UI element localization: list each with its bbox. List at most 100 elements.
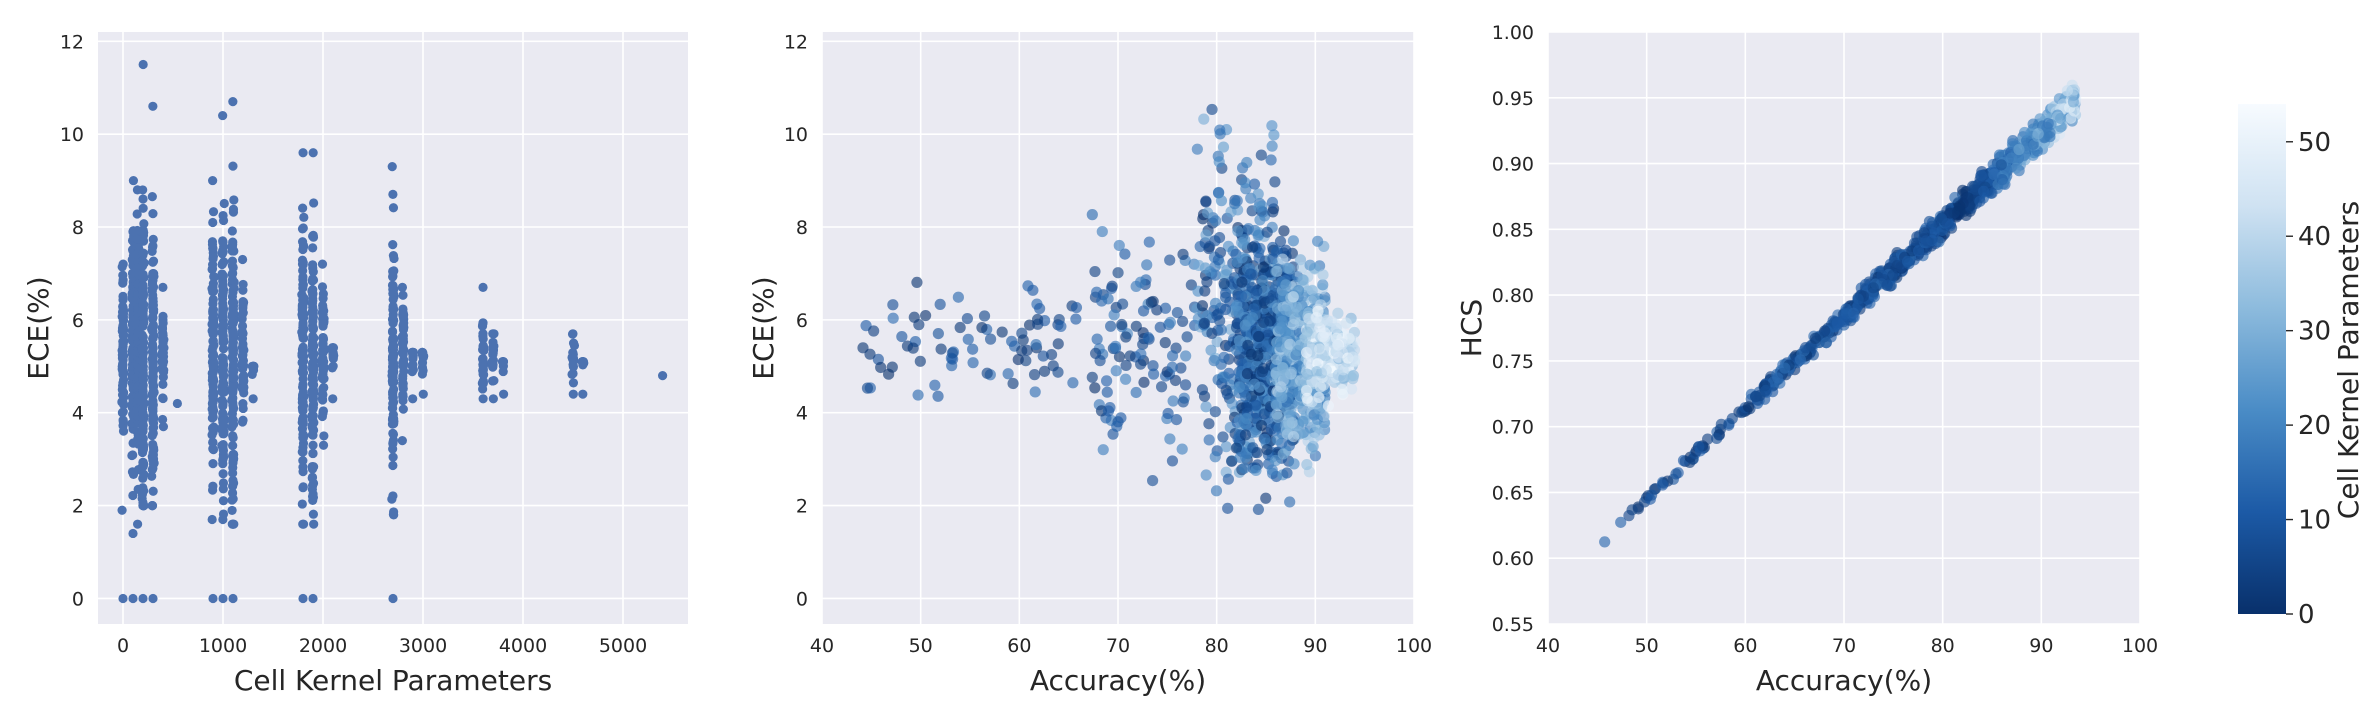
data-point xyxy=(932,327,944,340)
data-point xyxy=(139,227,149,238)
data-point xyxy=(1297,415,1309,428)
data-point xyxy=(1023,319,1036,331)
data-point xyxy=(967,357,979,369)
data-point xyxy=(227,417,238,427)
data-point xyxy=(118,351,128,361)
data-point xyxy=(896,330,908,343)
data-point xyxy=(172,398,182,409)
data-point xyxy=(138,290,148,300)
data-point xyxy=(318,293,328,304)
data-point xyxy=(227,519,237,529)
colorbar-ticks: 0 10 20 30 40 50 xyxy=(2286,128,2331,630)
data-point xyxy=(489,376,499,386)
data-point xyxy=(138,364,148,374)
data-point xyxy=(1820,337,1832,349)
data-point xyxy=(1230,344,1243,356)
x-axis-label: Accuracy(%) xyxy=(1756,664,1932,697)
data-point xyxy=(398,373,408,384)
data-point xyxy=(158,372,168,382)
data-point xyxy=(137,425,147,435)
data-point xyxy=(237,254,248,265)
y-tick-labels: 0 2 4 6 8 10 12 xyxy=(60,31,84,610)
data-point xyxy=(308,260,318,270)
data-point xyxy=(138,444,148,455)
x-tick-label: 90 xyxy=(1303,635,1327,657)
data-point xyxy=(158,393,168,403)
data-point xyxy=(218,484,228,494)
colorbar-tick-label: 50 xyxy=(2298,128,2331,158)
data-point xyxy=(498,366,508,377)
data-point xyxy=(1303,356,1315,368)
data-point xyxy=(208,342,218,352)
data-point xyxy=(1208,355,1220,367)
data-point xyxy=(308,489,318,499)
data-point xyxy=(1253,252,1265,264)
data-point xyxy=(578,357,588,367)
data-point xyxy=(229,195,239,205)
data-point xyxy=(389,507,399,517)
data-point xyxy=(317,411,327,422)
data-point xyxy=(147,471,157,481)
data-point xyxy=(1301,458,1313,471)
data-point xyxy=(1028,369,1041,381)
data-point xyxy=(1164,254,1176,266)
data-point xyxy=(147,280,158,290)
data-point xyxy=(1170,413,1183,426)
data-point xyxy=(1307,440,1319,453)
data-point xyxy=(1319,327,1331,339)
data-point xyxy=(298,412,308,423)
colorbar: 0 10 20 30 40 50 Cell Kernel Parameters xyxy=(2238,104,2365,630)
data-point xyxy=(1949,191,1961,204)
data-point xyxy=(229,365,239,376)
data-point xyxy=(1347,373,1359,385)
colorbar-tick-label: 30 xyxy=(2298,317,2331,347)
data-point xyxy=(1750,390,1762,402)
data-point xyxy=(1282,262,1294,274)
data-point xyxy=(1097,444,1109,456)
data-point xyxy=(398,358,408,368)
data-point xyxy=(388,429,399,440)
data-point xyxy=(1252,503,1265,516)
data-point xyxy=(208,322,219,332)
data-point xyxy=(1086,209,1098,221)
data-point xyxy=(1248,303,1260,315)
data-point xyxy=(407,347,418,357)
data-point xyxy=(2018,126,2031,139)
data-point xyxy=(1101,386,1113,398)
data-point xyxy=(148,270,158,280)
data-point xyxy=(2055,112,2067,125)
data-point xyxy=(1120,373,1132,385)
data-point xyxy=(118,320,128,331)
data-point xyxy=(298,283,308,293)
data-point xyxy=(1016,345,1028,357)
data-point xyxy=(208,305,218,315)
data-point xyxy=(127,450,137,461)
data-point xyxy=(118,415,128,425)
data-point xyxy=(1236,276,1248,288)
data-point xyxy=(308,389,318,399)
data-point xyxy=(389,315,399,325)
y-tick-label: 8 xyxy=(72,217,84,239)
data-point xyxy=(1715,418,1727,430)
data-point xyxy=(1138,376,1150,388)
data-point xyxy=(1988,168,2000,180)
data-point xyxy=(318,363,329,373)
data-point xyxy=(1306,343,1318,355)
data-point xyxy=(298,467,308,477)
data-point xyxy=(1213,156,1225,168)
data-point xyxy=(158,349,168,359)
data-point xyxy=(578,389,588,399)
data-point xyxy=(218,271,228,281)
data-point xyxy=(1164,433,1176,445)
data-point xyxy=(1261,444,1273,456)
data-point xyxy=(1280,244,1292,256)
data-point xyxy=(137,330,147,340)
data-point xyxy=(1252,229,1265,241)
data-point xyxy=(397,338,408,349)
data-point xyxy=(228,97,238,107)
data-point xyxy=(1978,185,1990,197)
data-point xyxy=(1231,256,1243,268)
data-point xyxy=(498,389,509,399)
data-point xyxy=(148,455,158,465)
data-point xyxy=(1199,285,1211,297)
